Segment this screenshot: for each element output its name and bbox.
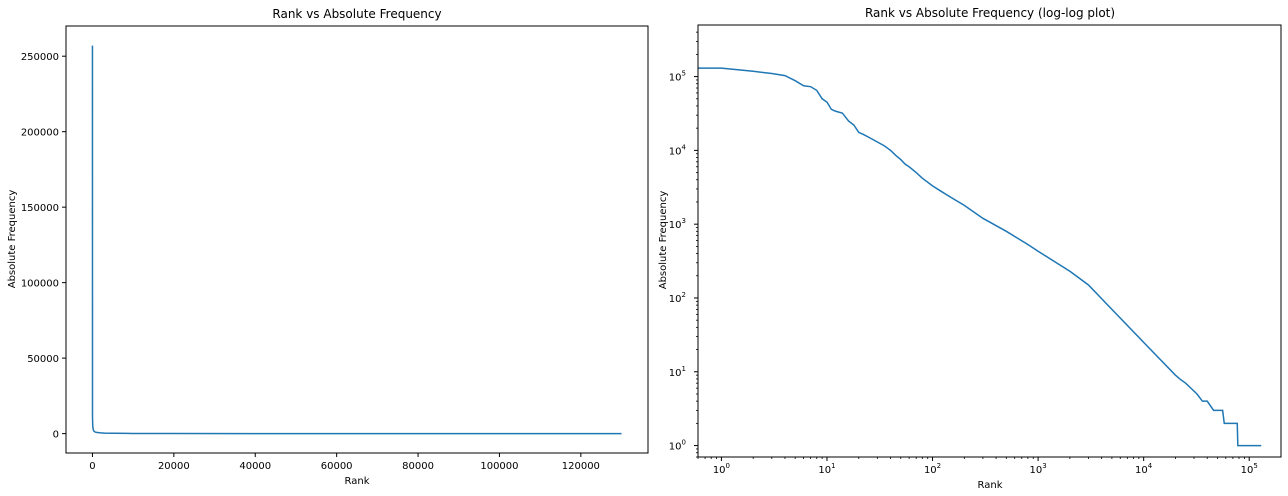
chart-left-axes-frame (65, 25, 649, 454)
x-tick-label: 100000 (480, 461, 518, 472)
chart-left-x-ticks: 0 20000 40000 60000 80000 100000 120000 (89, 453, 600, 472)
chart-left-y-ticks: 0 50000 100000 150000 200000 250000 (21, 52, 66, 441)
chart-left-x-axis-label: Rank (345, 476, 370, 487)
y-tick-label: 250000 (21, 52, 59, 63)
x-tick-label: 20000 (158, 461, 190, 472)
chart-right: Rank vs Absolute Frequency (log-log plot… (658, 6, 1282, 491)
x-tick-label: 40000 (239, 461, 271, 472)
chart-right-y-axis-label: Absolute Frequency (658, 191, 669, 290)
x-tick-label: 60000 (321, 461, 353, 472)
chart-left-title: Rank vs Absolute Frequency (272, 7, 441, 21)
x-tick-label: 0 (89, 461, 95, 472)
x-tick-label: 101 (818, 462, 835, 476)
y-tick-label: 0 (53, 430, 59, 441)
x-tick-label: 104 (1135, 462, 1153, 476)
chart-right-axes-frame (697, 24, 1282, 458)
chart-right-title: Rank vs Absolute Frequency (log-log plot… (865, 6, 1115, 20)
y-tick-label: 100000 (21, 279, 59, 290)
x-tick-label: 103 (1029, 462, 1046, 476)
y-tick-label: 100 (669, 439, 686, 453)
y-tick-label: 103 (669, 217, 686, 231)
chart-left-y-axis-label: Absolute Frequency (7, 190, 18, 289)
chart-left-series-line (91, 45, 622, 435)
y-tick-label: 102 (669, 291, 686, 305)
x-tick-label: 102 (924, 462, 941, 476)
x-tick-label: 105 (1241, 462, 1258, 476)
chart-right-y-ticks: 100 101 102 103 104 105 (669, 31, 698, 458)
x-tick-label: 100 (713, 462, 730, 476)
chart-right-series-line (698, 67, 1262, 447)
x-tick-label: 80000 (402, 461, 434, 472)
y-tick-label: 50000 (27, 354, 59, 365)
chart-right-x-ticks: 100 101 102 103 104 105 (697, 457, 1258, 476)
chart-left: Rank vs Absolute Frequency Rank Absolute… (7, 7, 649, 487)
y-tick-label: 200000 (21, 128, 59, 139)
chart-right-x-axis-label: Rank (978, 480, 1003, 491)
y-tick-label: 105 (669, 70, 686, 84)
y-tick-label: 101 (669, 365, 686, 379)
y-tick-label: 150000 (21, 203, 59, 214)
y-tick-label: 104 (669, 143, 687, 157)
x-tick-label: 120000 (562, 461, 600, 472)
